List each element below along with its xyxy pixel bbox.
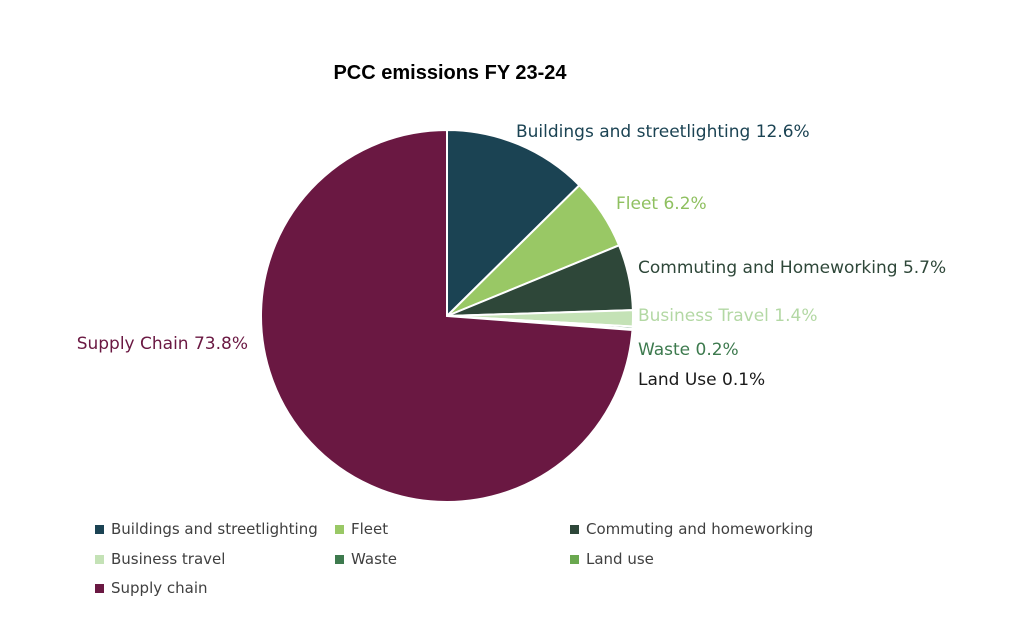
slice-label-business-travel: Business Travel 1.4% (638, 306, 818, 326)
legend-label: Supply chain (111, 579, 208, 597)
slice-label-supply-chain: Supply Chain 73.8% (77, 334, 248, 354)
legend-item-commuting-and-homeworking: Commuting and homeworking (570, 520, 813, 538)
legend-label: Land use (586, 550, 654, 568)
legend-swatch (95, 524, 104, 534)
slice-label-waste: Waste 0.2% (638, 340, 739, 360)
legend-swatch (95, 583, 104, 593)
legend-item-fleet: Fleet (335, 520, 388, 538)
legend-label: Commuting and homeworking (586, 520, 814, 538)
slice-label-fleet: Fleet 6.2% (616, 194, 707, 214)
legend-label: Business travel (111, 550, 226, 568)
slice-label-land-use: Land Use 0.1% (638, 370, 765, 390)
legend-label: Waste (351, 550, 397, 568)
legend-item-business-travel: Business travel (95, 550, 225, 568)
chart-title: PCC emissions FY 23-24 (333, 62, 567, 84)
legend-item-buildings-and-streetlighting: Buildings and streetlighting (95, 520, 318, 538)
pie-slice-buildings-and-streetlighting (446, 128, 581, 319)
slice-label-buildings-and-streetlighting: Buildings and streetlighting 12.6% (516, 122, 810, 142)
legend-swatch (335, 554, 344, 564)
legend-swatch (570, 554, 579, 564)
legend-label: Fleet (351, 520, 389, 538)
slice-label-commuting-and-homeworking: Commuting and Homeworking 5.7% (638, 258, 946, 278)
legend-swatch (95, 554, 104, 564)
legend-label: Buildings and streetlighting (111, 520, 318, 538)
legend-item-land-use: Land use (570, 550, 654, 568)
legend-item-waste: Waste (335, 550, 397, 568)
legend-swatch (335, 524, 344, 534)
legend-swatch (570, 524, 579, 534)
pie-slice-supply-chain (260, 128, 634, 503)
legend-item-supply-chain: Supply chain (95, 579, 208, 597)
